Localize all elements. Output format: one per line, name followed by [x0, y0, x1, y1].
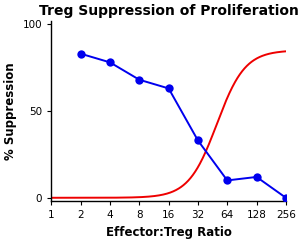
- Point: [166, 87, 171, 90]
- Point: [108, 61, 112, 64]
- X-axis label: Effector:Treg Ratio: Effector:Treg Ratio: [106, 226, 232, 239]
- Title: Treg Suppression of Proliferation: Treg Suppression of Proliferation: [39, 4, 298, 18]
- Point: [137, 78, 142, 82]
- Point: [254, 175, 259, 179]
- Y-axis label: % Suppression: % Suppression: [4, 62, 17, 160]
- Point: [284, 196, 288, 200]
- Point: [78, 52, 83, 56]
- Point: [196, 139, 200, 142]
- Point: [225, 178, 230, 182]
